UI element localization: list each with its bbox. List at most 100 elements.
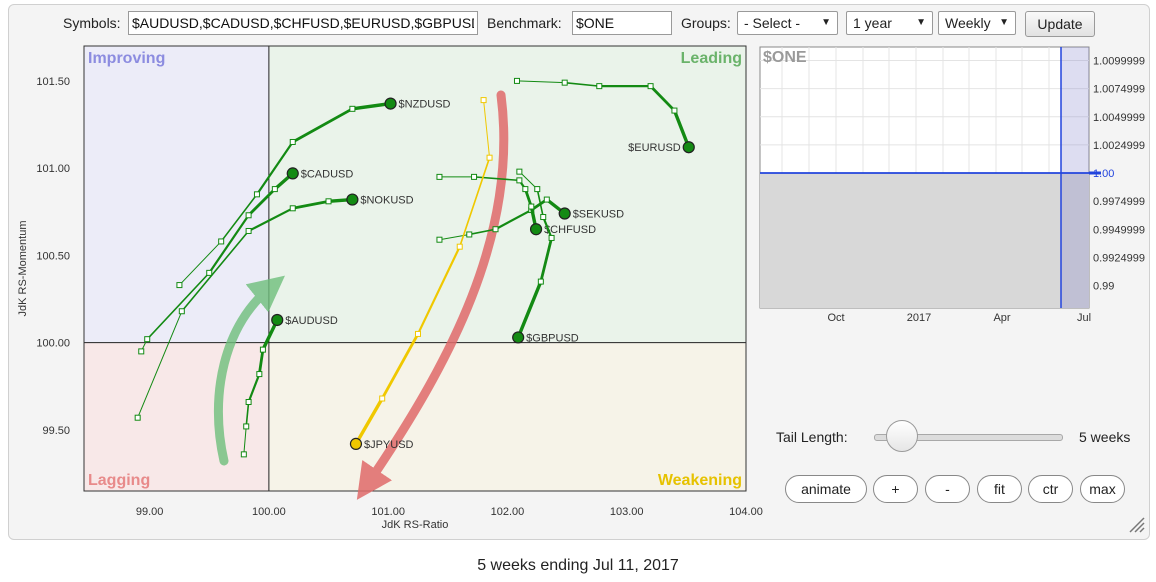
tail-segment bbox=[354, 396, 384, 446]
tail-segment bbox=[247, 372, 261, 404]
tail-segment bbox=[416, 245, 461, 336]
zoom-in-button[interactable]: + bbox=[873, 475, 918, 503]
period-select-value: 1 year bbox=[853, 15, 892, 31]
tail-point bbox=[436, 173, 443, 180]
series-label: $NZDUSD bbox=[399, 99, 451, 111]
tail-point bbox=[379, 395, 386, 402]
tail-point bbox=[548, 234, 555, 241]
tail-length-track[interactable] bbox=[874, 434, 1063, 441]
tail-segment bbox=[483, 99, 491, 159]
tail-point bbox=[671, 107, 678, 114]
symbols-input[interactable] bbox=[128, 11, 478, 35]
benchmark-y-tick: 0.9924999 bbox=[1093, 252, 1145, 264]
tail-point bbox=[516, 177, 523, 184]
benchmark-input[interactable] bbox=[572, 11, 672, 35]
benchmark-y-tick: 1.0099999 bbox=[1093, 56, 1145, 68]
rotation-arrow-green bbox=[213, 275, 285, 466]
groups-select-value: - Select - bbox=[744, 15, 801, 31]
zoom-out-button[interactable]: - bbox=[925, 475, 970, 503]
tail-point bbox=[245, 212, 252, 219]
y-tick-label: 101.00 bbox=[36, 163, 70, 175]
tail-point bbox=[522, 186, 529, 193]
chevron-down-icon: ▼ bbox=[821, 17, 831, 28]
plot-border bbox=[83, 45, 747, 492]
max-button[interactable]: max bbox=[1080, 475, 1125, 503]
rrg-chart[interactable]: Improving Leading Lagging Weakening 99.00 100… bbox=[9, 5, 769, 541]
tail-segment bbox=[563, 81, 601, 87]
tail-point bbox=[647, 83, 654, 90]
tail-segment bbox=[516, 279, 543, 340]
center-button[interactable]: ctr bbox=[1028, 475, 1073, 503]
series-label: $CADUSD bbox=[301, 168, 354, 180]
fit-button[interactable]: fit bbox=[977, 475, 1022, 503]
tail-point bbox=[245, 399, 252, 405]
tail-point bbox=[537, 278, 544, 285]
x-tick-label: 103.00 bbox=[610, 506, 644, 518]
chevron-down-icon: ▼ bbox=[916, 17, 926, 28]
tail-point bbox=[492, 226, 499, 233]
tail-point bbox=[144, 336, 151, 343]
y-axis-label: JdK RS-Momentum bbox=[17, 221, 29, 317]
series-head-point bbox=[346, 193, 359, 206]
benchmark-y-tick: 0.9974999 bbox=[1093, 196, 1145, 208]
tail-point bbox=[134, 414, 141, 421]
tail-segment bbox=[458, 156, 491, 248]
y-tick-label: 101.50 bbox=[36, 76, 70, 88]
quadrant-label-weakening: Weakening bbox=[658, 472, 742, 489]
groups-select[interactable]: - Select - ▼ bbox=[737, 11, 838, 35]
tail-length-slider-handle[interactable] bbox=[886, 420, 919, 452]
series-label: $NOKUSD bbox=[360, 195, 413, 207]
tail-point bbox=[349, 105, 356, 112]
chevron-down-icon: ▼ bbox=[999, 17, 1009, 28]
benchmark-highlight-region bbox=[1061, 47, 1089, 308]
tail-segment bbox=[380, 332, 420, 400]
tail-segment bbox=[247, 207, 294, 233]
frequency-select[interactable]: Weekly ▼ bbox=[938, 11, 1016, 35]
tail-segment bbox=[247, 187, 277, 217]
x-tick-label: 99.00 bbox=[136, 506, 164, 518]
series-label: $AUDUSD bbox=[285, 315, 338, 327]
y-tick-label: 100.00 bbox=[36, 338, 70, 350]
tail-point bbox=[528, 203, 535, 210]
tail-segment bbox=[516, 80, 566, 84]
benchmark-label: Benchmark: bbox=[487, 15, 562, 31]
tail-point bbox=[466, 231, 473, 238]
resize-grip-icon[interactable] bbox=[1127, 515, 1145, 533]
benchmark-title: $ONE bbox=[763, 49, 807, 66]
tail-point bbox=[206, 269, 213, 276]
tail-segment bbox=[220, 193, 258, 243]
tail-point bbox=[534, 186, 541, 193]
tail-point bbox=[561, 79, 568, 86]
symbols-label: Symbols: bbox=[63, 15, 121, 31]
tail-point bbox=[138, 348, 145, 355]
period-select[interactable]: 1 year ▼ bbox=[846, 11, 933, 35]
series-head-point bbox=[512, 331, 525, 344]
tail-point bbox=[243, 423, 250, 430]
y-tick-label: 99.50 bbox=[42, 425, 70, 437]
animate-button[interactable]: animate bbox=[785, 475, 867, 503]
tail-segment bbox=[257, 348, 265, 376]
tail-point bbox=[271, 186, 278, 193]
tail-point bbox=[176, 282, 183, 289]
update-button[interactable]: Update bbox=[1025, 11, 1095, 37]
tail-segment bbox=[181, 230, 250, 313]
tail-point bbox=[240, 451, 247, 458]
tail-length-label: Tail Length: bbox=[776, 429, 848, 445]
x-tick-label: 100.00 bbox=[252, 506, 286, 518]
toolbar: Symbols: Benchmark: Groups: - Select - ▼… bbox=[9, 11, 1151, 39]
quadrant-weakening bbox=[268, 342, 746, 491]
quadrant-leading bbox=[268, 46, 746, 343]
tail-point bbox=[513, 77, 520, 84]
tail-segment bbox=[291, 199, 330, 210]
tail-point bbox=[516, 168, 523, 175]
benchmark-y-tick: 1.0024999 bbox=[1093, 140, 1145, 152]
series-label: $EURUSD bbox=[628, 142, 681, 154]
benchmark-area bbox=[760, 173, 1089, 308]
tail-segment bbox=[473, 176, 521, 182]
benchmark-y-tick: 1.0074999 bbox=[1093, 84, 1145, 96]
tail-segment bbox=[536, 188, 545, 218]
tail-point bbox=[289, 138, 296, 145]
frequency-select-value: Weekly bbox=[945, 15, 991, 31]
tail-point bbox=[543, 196, 550, 203]
tail-segment bbox=[468, 228, 497, 236]
